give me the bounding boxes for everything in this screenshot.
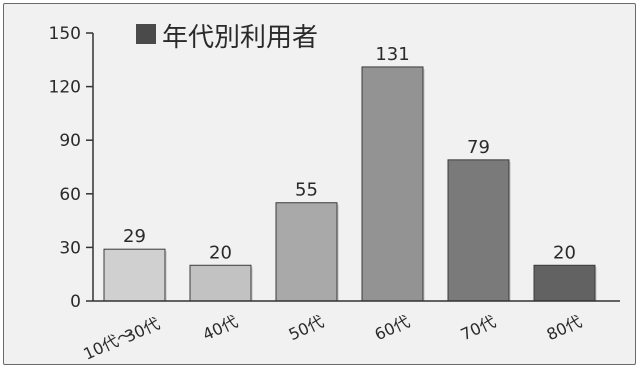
x-category-label: 40代 [200,312,241,345]
y-tick-label: 120 [49,78,81,98]
bar [447,159,510,302]
legend-title: 年代別利用者 [162,23,318,53]
bar-value-label: 79 [467,137,490,158]
y-tick-label: 30 [59,238,81,258]
legend-swatch [136,24,156,44]
chart-frame [3,3,636,365]
bar-value-label: 55 [295,180,318,201]
x-category-label: 70代 [458,312,499,345]
bar [103,248,166,302]
x-category-label: 50代 [286,312,327,345]
bar [275,202,338,302]
bar [533,264,596,302]
legend: 年代別利用者 [136,23,318,53]
bar [189,264,252,302]
x-category-label: 60代 [372,312,413,345]
x-category-label: 80代 [544,312,585,345]
bar-value-label: 20 [553,242,576,263]
bar [361,66,424,302]
bar-value-label: 29 [123,226,146,247]
y-tick-label: 60 [59,185,81,205]
y-tick-label: 90 [59,131,81,151]
bar-value-label: 131 [375,44,409,65]
x-category-label: 30代 [122,314,163,347]
bar-value-label: 20 [209,242,232,263]
bars-layer: 29 20 55 131 79 20 [103,44,597,302]
y-tick-label: 150 [49,24,81,44]
y-tick-label: 0 [70,292,81,312]
